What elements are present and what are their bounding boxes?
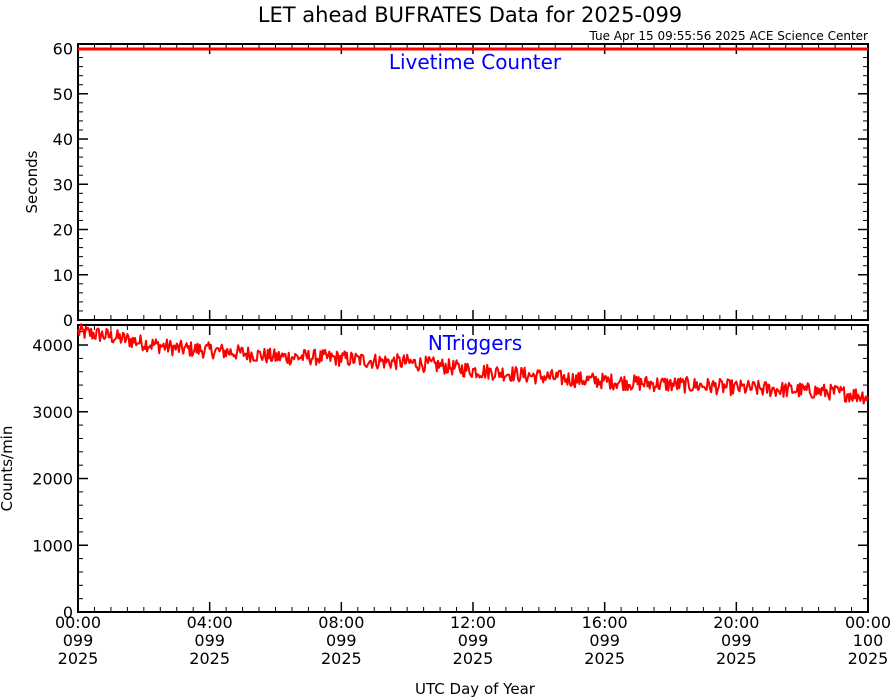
- x-tick-time: 00:00: [845, 613, 891, 632]
- panel-title: Livetime Counter: [389, 50, 562, 74]
- y-tick-label: 3000: [32, 403, 73, 422]
- y-axis-label: Counts/min: [0, 426, 16, 512]
- x-tick-doy: 099: [458, 631, 489, 650]
- x-tick-year: 2025: [321, 649, 362, 668]
- x-tick-time: 04:00: [187, 613, 233, 632]
- x-tick-time: 12:00: [450, 613, 496, 632]
- x-axis-label: UTC Day of Year: [415, 680, 536, 698]
- y-tick-label: 2000: [32, 470, 73, 489]
- x-tick-doy: 099: [721, 631, 752, 650]
- x-tick-doy: 099: [63, 631, 94, 650]
- x-tick-year: 2025: [848, 649, 889, 668]
- x-tick-year: 2025: [189, 649, 230, 668]
- y-tick-label: 60: [53, 40, 73, 59]
- x-tick-doy: 099: [589, 631, 620, 650]
- x-tick-time: 20:00: [713, 613, 759, 632]
- y-axis-label: Seconds: [23, 150, 41, 213]
- series-line: [77, 323, 869, 405]
- x-tick-doy: 099: [326, 631, 357, 650]
- y-tick-label: 4000: [32, 336, 73, 355]
- y-tick-label: 50: [53, 85, 73, 104]
- x-tick-labels: 00:00099202504:00099202508:00099202512:0…: [55, 613, 891, 668]
- y-tick-label: 10: [53, 266, 73, 285]
- livetime-panel: 0 10 20 30 40 50 60 Seconds Livetime Counter: [23, 40, 869, 330]
- generated-timestamp: Tue Apr 15 09:55:56 2025 ACE Science Cen…: [588, 29, 868, 43]
- x-tick-year: 2025: [584, 649, 625, 668]
- x-tick-doy: 099: [194, 631, 225, 650]
- x-tick-time: 08:00: [318, 613, 364, 632]
- ntriggers-panel: 0 1000 2000 3000 4000 Counts/min NTriggers: [0, 323, 869, 622]
- y-tick-label: 30: [53, 175, 73, 194]
- y-tick-label: 0: [63, 603, 73, 622]
- y-tick-label: 20: [53, 221, 73, 240]
- x-tick-doy: 100: [853, 631, 884, 650]
- x-tick-year: 2025: [716, 649, 757, 668]
- x-tick-year: 2025: [453, 649, 494, 668]
- y-tick-label: 0: [63, 311, 73, 330]
- x-tick-time: 16:00: [582, 613, 628, 632]
- plot-frame: [77, 43, 869, 321]
- y-tick-label: 1000: [32, 536, 73, 555]
- y-tick-label: 40: [53, 130, 73, 149]
- panel-title: NTriggers: [428, 331, 522, 355]
- x-tick-time: 00:00: [55, 613, 101, 632]
- x-tick-year: 2025: [58, 649, 99, 668]
- chart-title: LET ahead BUFRATES Data for 2025-099: [258, 3, 682, 27]
